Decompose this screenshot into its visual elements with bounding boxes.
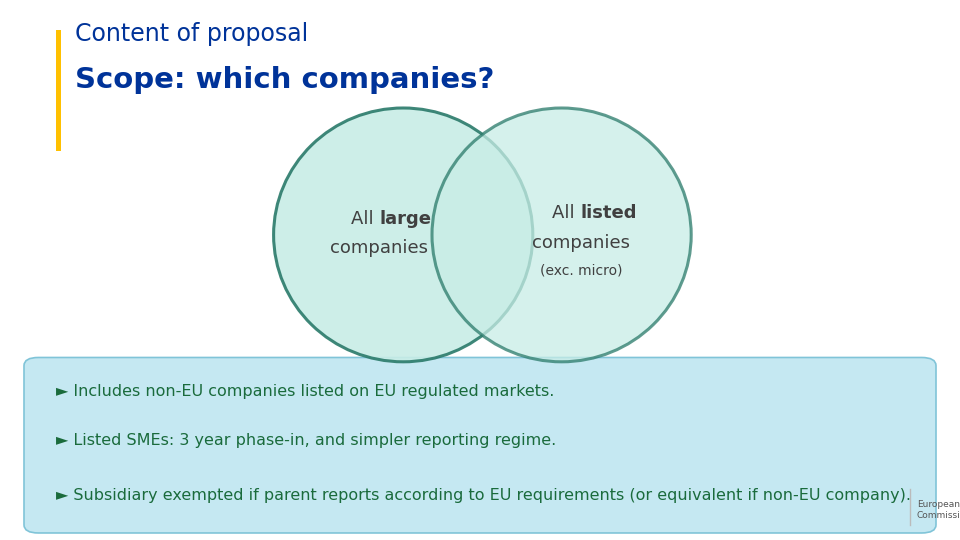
Text: ► Listed SMEs: 3 year phase-in, and simpler reporting regime.: ► Listed SMEs: 3 year phase-in, and simp… — [56, 433, 556, 448]
Text: All: All — [350, 210, 379, 228]
Text: listed: listed — [581, 204, 637, 222]
Text: companies: companies — [330, 239, 428, 258]
Text: ► Includes non-EU companies listed on EU regulated markets.: ► Includes non-EU companies listed on EU… — [56, 384, 554, 399]
Text: European
Commission: European Commission — [917, 500, 960, 521]
Text: ► Subsidiary exempted if parent reports according to EU requirements (or equival: ► Subsidiary exempted if parent reports … — [56, 488, 911, 503]
Text: companies: companies — [532, 234, 630, 252]
Text: (exc. micro): (exc. micro) — [540, 263, 622, 277]
FancyBboxPatch shape — [56, 30, 61, 151]
Text: All: All — [552, 204, 581, 222]
Text: large: large — [379, 210, 431, 228]
FancyBboxPatch shape — [24, 357, 936, 533]
Ellipse shape — [432, 108, 691, 362]
Ellipse shape — [274, 108, 533, 362]
Text: Scope: which companies?: Scope: which companies? — [75, 66, 494, 94]
Text: Content of proposal: Content of proposal — [75, 22, 308, 46]
